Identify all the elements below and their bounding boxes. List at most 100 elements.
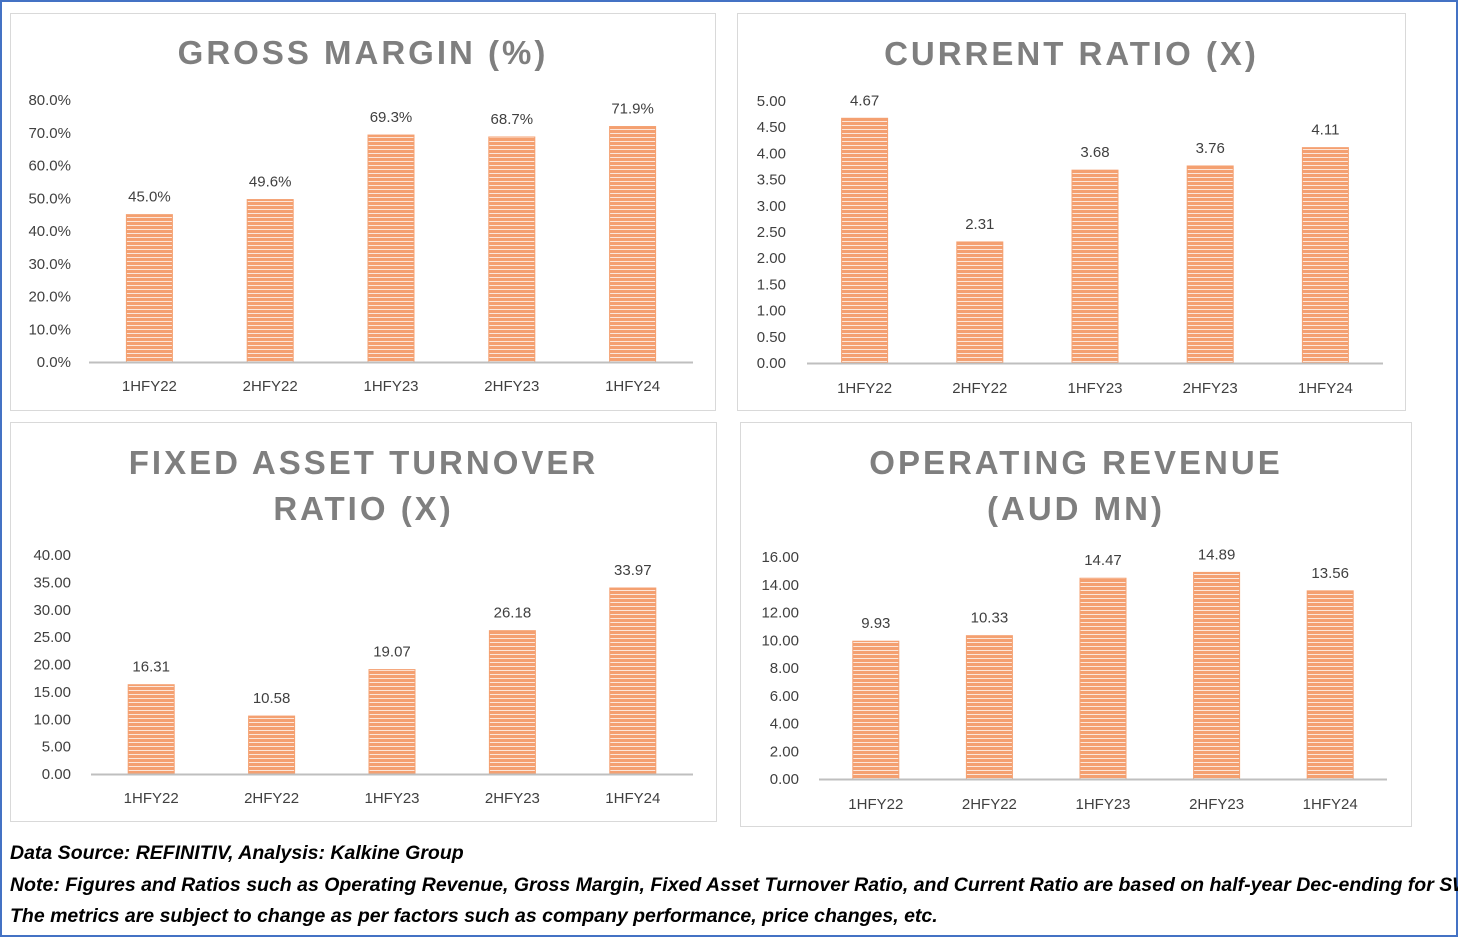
y-tick-label: 3.00 [757,198,786,215]
data-label: 9.93 [861,615,890,632]
data-label: 68.7% [491,111,534,128]
x-tick-label: 2HFY22 [244,790,299,807]
bar [127,684,175,775]
x-tick-label: 1HFY24 [1303,796,1358,813]
bar [488,630,536,775]
y-tick-label: 0.00 [770,771,799,788]
bar [1079,577,1127,780]
data-label: 49.6% [249,174,292,191]
gross-margin-chart: 0.0% 10.0% 20.0% 30.0% 40.0% 50.0% 60.0% 70.0% 8… [28,92,693,395]
y-tick-label: 10.0% [28,321,71,338]
y-tick-label: 0.00 [757,355,786,372]
bar [1186,165,1234,364]
y-tick-label: 5.00 [757,93,786,110]
data-label: 16.31 [132,659,170,676]
y-tick-label: 30.00 [33,602,71,619]
x-tick-label: 1HFY24 [605,378,660,395]
y-tick-label: 40.0% [28,223,71,240]
y-tick-label: 2.50 [757,224,786,241]
chart-title-line: OPERATING REVENUE [869,444,1283,481]
y-tick-label: 50.0% [28,190,71,207]
fixed-asset-turnover-chart-panel: FIXED ASSET TURNOVER RATIO (X) 0.00 5.00 1… [10,422,717,822]
y-tick-label: 0.00 [42,766,71,783]
y-tick-label: 4.00 [770,716,799,733]
footnotes: Data Source: REFINITIV, Analysis: Kalkin… [10,838,1458,933]
y-tick-label: 2.00 [770,743,799,760]
basis-note: Note: Figures and Ratios such as Operati… [10,873,1458,896]
bar [368,669,416,775]
y-tick-label: 8.00 [770,660,799,677]
y-tick-label: 20.0% [28,289,71,306]
bar [609,587,657,775]
y-tick-label: 3.50 [757,172,786,189]
operating-revenue-chart: 0.00 2.00 4.00 6.00 8.00 10.00 12.00 14.00 16.00… [761,546,1387,813]
data-label: 26.18 [494,605,532,622]
data-source-note: Data Source: REFINITIV, Analysis: Kalkin… [10,842,464,864]
y-tick-label: 1.50 [757,276,786,293]
fixed-asset-turnover-chart: 0.00 5.00 10.00 15.00 20.00 25.00 30.00 35.00 40… [33,547,693,807]
bar [965,635,1013,780]
x-tick-label: 1HFY24 [1298,380,1353,397]
x-tick-label: 1HFY22 [848,796,903,813]
data-label: 3.76 [1196,140,1225,157]
x-tick-label: 2HFY22 [243,378,298,395]
bar [1071,169,1119,364]
x-tick-label: 1HFY23 [364,790,419,807]
data-label: 14.89 [1198,546,1236,563]
y-tick-label: 4.00 [757,145,786,162]
y-tick-label: 0.0% [37,354,71,371]
y-tick-label: 60.0% [28,158,71,175]
data-label: 10.58 [253,690,291,707]
current-ratio-chart: 0.00 0.50 1.00 1.50 2.00 2.50 3.00 3.50 4.00 4.50… [757,92,1383,397]
operating-revenue-chart-panel: OPERATING REVENUE (AUD MN) 0.00 2.00 4.00 6… [740,422,1412,827]
y-tick-label: 10.00 [761,632,799,649]
x-tick-label: 1HFY22 [124,790,179,807]
y-tick-label: 5.00 [42,739,71,756]
chart-title-line: (AUD MN) [987,490,1165,527]
y-tick-label: 70.0% [28,125,71,142]
x-tick-label: 1HFY24 [605,790,660,807]
data-label: 33.97 [614,562,652,579]
data-label: 4.67 [850,92,879,109]
y-tick-label: 14.00 [761,577,799,594]
bar [248,715,296,775]
x-tick-label: 1HFY23 [1067,380,1122,397]
disclaimer-note: The metrics are subject to change as per… [10,905,938,927]
bar [1193,571,1241,780]
y-tick-label: 30.0% [28,256,71,273]
gross-margin-chart-panel: GROSS MARGIN (%) 0.0% 10.0% 20.0% 30.0% 40.0… [10,13,716,411]
y-tick-label: 40.00 [33,547,71,564]
data-label: 13.56 [1311,565,1349,582]
chart-title-line: GROSS MARGIN (%) [177,34,549,71]
data-label: 10.33 [971,610,1009,627]
x-tick-label: 1HFY23 [363,378,418,395]
x-tick-label: 2HFY23 [1189,796,1244,813]
y-tick-label: 35.00 [33,574,71,591]
y-tick-label: 2.00 [757,250,786,267]
bar [1301,147,1349,364]
bar [367,134,415,363]
x-tick-label: 1HFY23 [1075,796,1130,813]
y-tick-label: 0.50 [757,329,786,346]
data-label: 69.3% [370,109,413,126]
bar [956,241,1004,364]
data-label: 2.31 [965,216,994,233]
x-tick-label: 2HFY22 [952,380,1007,397]
x-tick-label: 2HFY23 [484,378,539,395]
bar [125,214,173,363]
y-tick-label: 12.00 [761,605,799,622]
y-tick-label: 4.50 [757,119,786,136]
chart-title-line: CURRENT RATIO (X) [884,35,1259,72]
current-ratio-chart-panel: CURRENT RATIO (X) 0.00 0.50 1.00 1.50 2.00 2.… [737,13,1406,411]
y-tick-label: 80.0% [28,92,71,109]
chart-title-line: FIXED ASSET TURNOVER [128,444,599,481]
y-tick-label: 6.00 [770,688,799,705]
x-tick-label: 1HFY22 [122,378,177,395]
bar [852,640,900,780]
x-tick-label: 2HFY23 [1183,380,1238,397]
bar [488,136,536,363]
y-tick-label: 16.00 [761,549,799,566]
bar [246,199,294,363]
data-label: 19.07 [373,644,411,661]
